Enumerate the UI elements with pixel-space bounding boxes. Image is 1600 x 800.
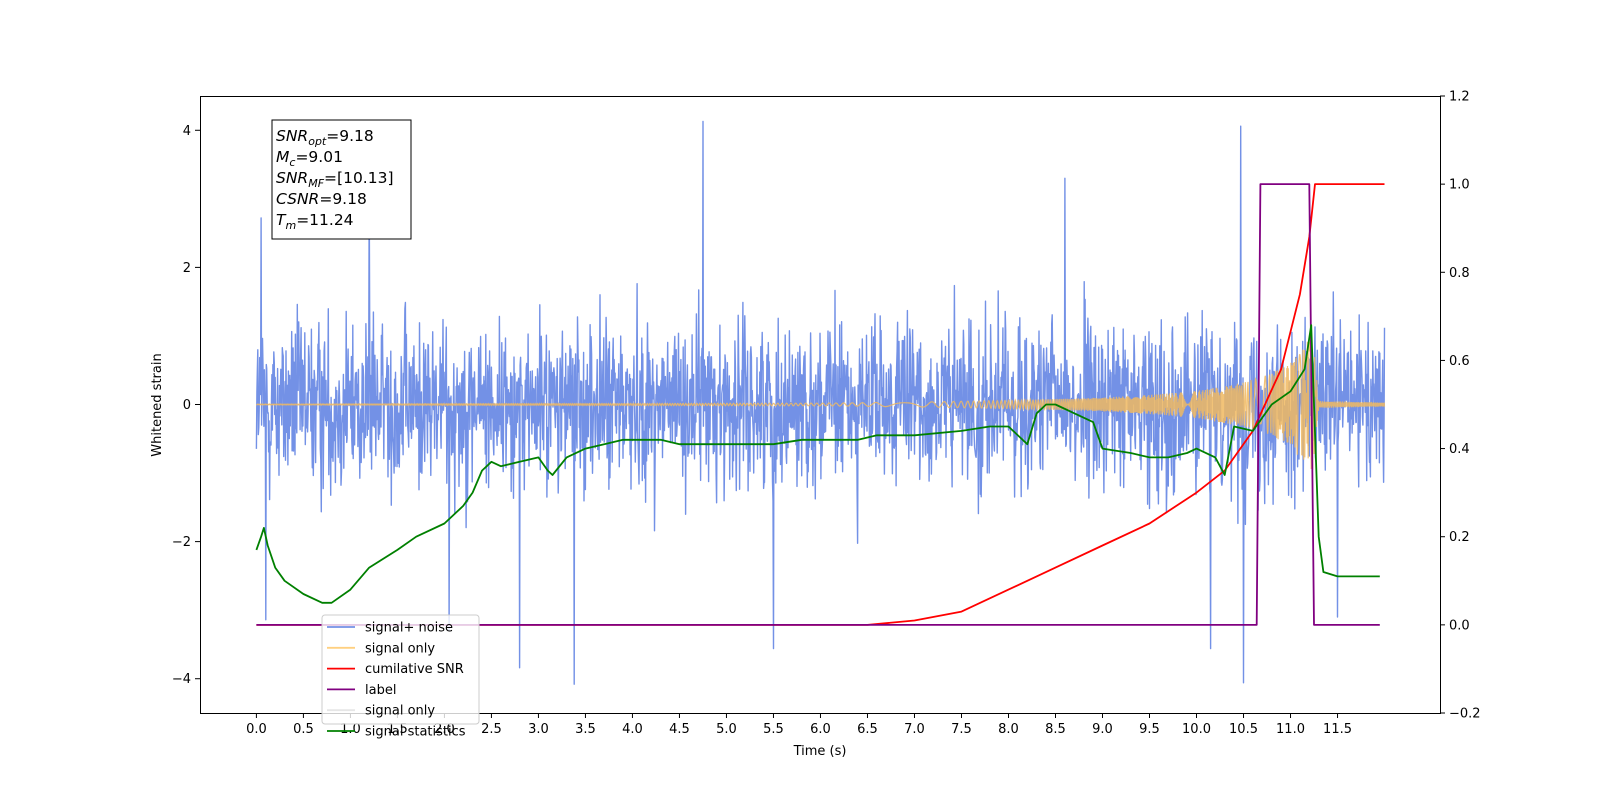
x-tick-label: 3.5 (575, 722, 596, 737)
x-tick-label: 0.0 (246, 722, 267, 737)
legend-label: signal+ noise (365, 621, 453, 636)
x-tick-label: 4.5 (669, 722, 690, 737)
legend-label: signal only (365, 641, 435, 656)
x-tick-label: 8.5 (1045, 722, 1066, 737)
info-line: CSNR=9.18 (276, 190, 367, 208)
x-tick-label: 2.5 (481, 722, 502, 737)
info-line: SNRMF=[10.13] (276, 169, 394, 190)
legend-label: signal only (365, 704, 435, 719)
x-tick-label: 0.5 (293, 722, 314, 737)
y-tick-label: 0 (183, 398, 191, 413)
x-tick-label: 9.0 (1092, 722, 1113, 737)
x-tick-label: 5.0 (716, 722, 737, 737)
y-axis-right: −0.2 0.0 0.2 0.4 0.6 0.8 1.0 1.2 (1440, 90, 1481, 722)
x-tick-label: 7.0 (904, 722, 925, 737)
x-tick-label: 6.5 (857, 722, 878, 737)
series-signal-statistics-line (255, 324, 1380, 604)
legend-label: label (365, 683, 396, 698)
x-axis: 0.0 0.5 1.0 1.5 2.0 2.5 3.0 3.5 4.0 4.5 5.0 5.5 6.0 6… (246, 713, 1352, 737)
x-tick-label: 8.0 (998, 722, 1019, 737)
y2-tick-label: 0.0 (1449, 618, 1470, 633)
y-axis-left: −4 −2 0 2 4 (172, 124, 200, 687)
y2-tick-label: 0.4 (1449, 442, 1470, 457)
y2-tick-label: 0.8 (1449, 266, 1470, 281)
x-tick-label: 6.0 (810, 722, 831, 737)
x-tick-label: 11.5 (1323, 722, 1352, 737)
x-tick-label: 1.5 (387, 722, 408, 737)
y-tick-label: 2 (183, 261, 191, 276)
y2-tick-label: 0.2 (1449, 530, 1470, 545)
info-box-frame (271, 119, 412, 240)
y-axis-label: Whitened strain (150, 353, 165, 456)
x-tick-label: 2.0 (434, 722, 455, 737)
x-tick-label: 5.5 (763, 722, 784, 737)
x-tick-label: 10.5 (1229, 722, 1258, 737)
y2-tick-label: −0.2 (1449, 707, 1481, 722)
y2-tick-label: 1.2 (1449, 90, 1470, 105)
series-label-line (256, 183, 1380, 626)
plot-area (255, 120, 1386, 685)
y2-tick-label: 0.6 (1449, 354, 1470, 369)
x-tick-label: 7.5 (951, 722, 972, 737)
info-line: Tm=11.24 (276, 211, 354, 232)
y2-tick-label: 1.0 (1449, 178, 1470, 193)
legend-label: cumilative SNR (365, 662, 464, 677)
info-box: SNRopt=9.18Mc=9.01SNRMF=[10.13]CSNR=9.18… (271, 119, 412, 240)
info-line: Mc=9.01 (276, 148, 343, 169)
series-signal-only-line (256, 340, 1386, 470)
x-axis-label: Time (s) (793, 744, 847, 759)
legend: signal+ noise signal only cumilative SNR la… (321, 614, 480, 740)
x-tick-label: 11.0 (1276, 722, 1305, 737)
legend-label: signal statistics (365, 725, 466, 740)
x-tick-label: 10.0 (1182, 722, 1211, 737)
info-line: SNRopt=9.18 (276, 127, 374, 148)
y-tick-label: −2 (172, 535, 191, 550)
x-tick-label: 4.0 (622, 722, 643, 737)
x-tick-label: 3.0 (528, 722, 549, 737)
y-tick-label: −4 (172, 672, 191, 687)
x-tick-label: 9.5 (1139, 722, 1160, 737)
legend-frame (321, 614, 480, 725)
y-tick-label: 4 (183, 124, 191, 139)
x-tick-label: 1.0 (340, 722, 361, 737)
